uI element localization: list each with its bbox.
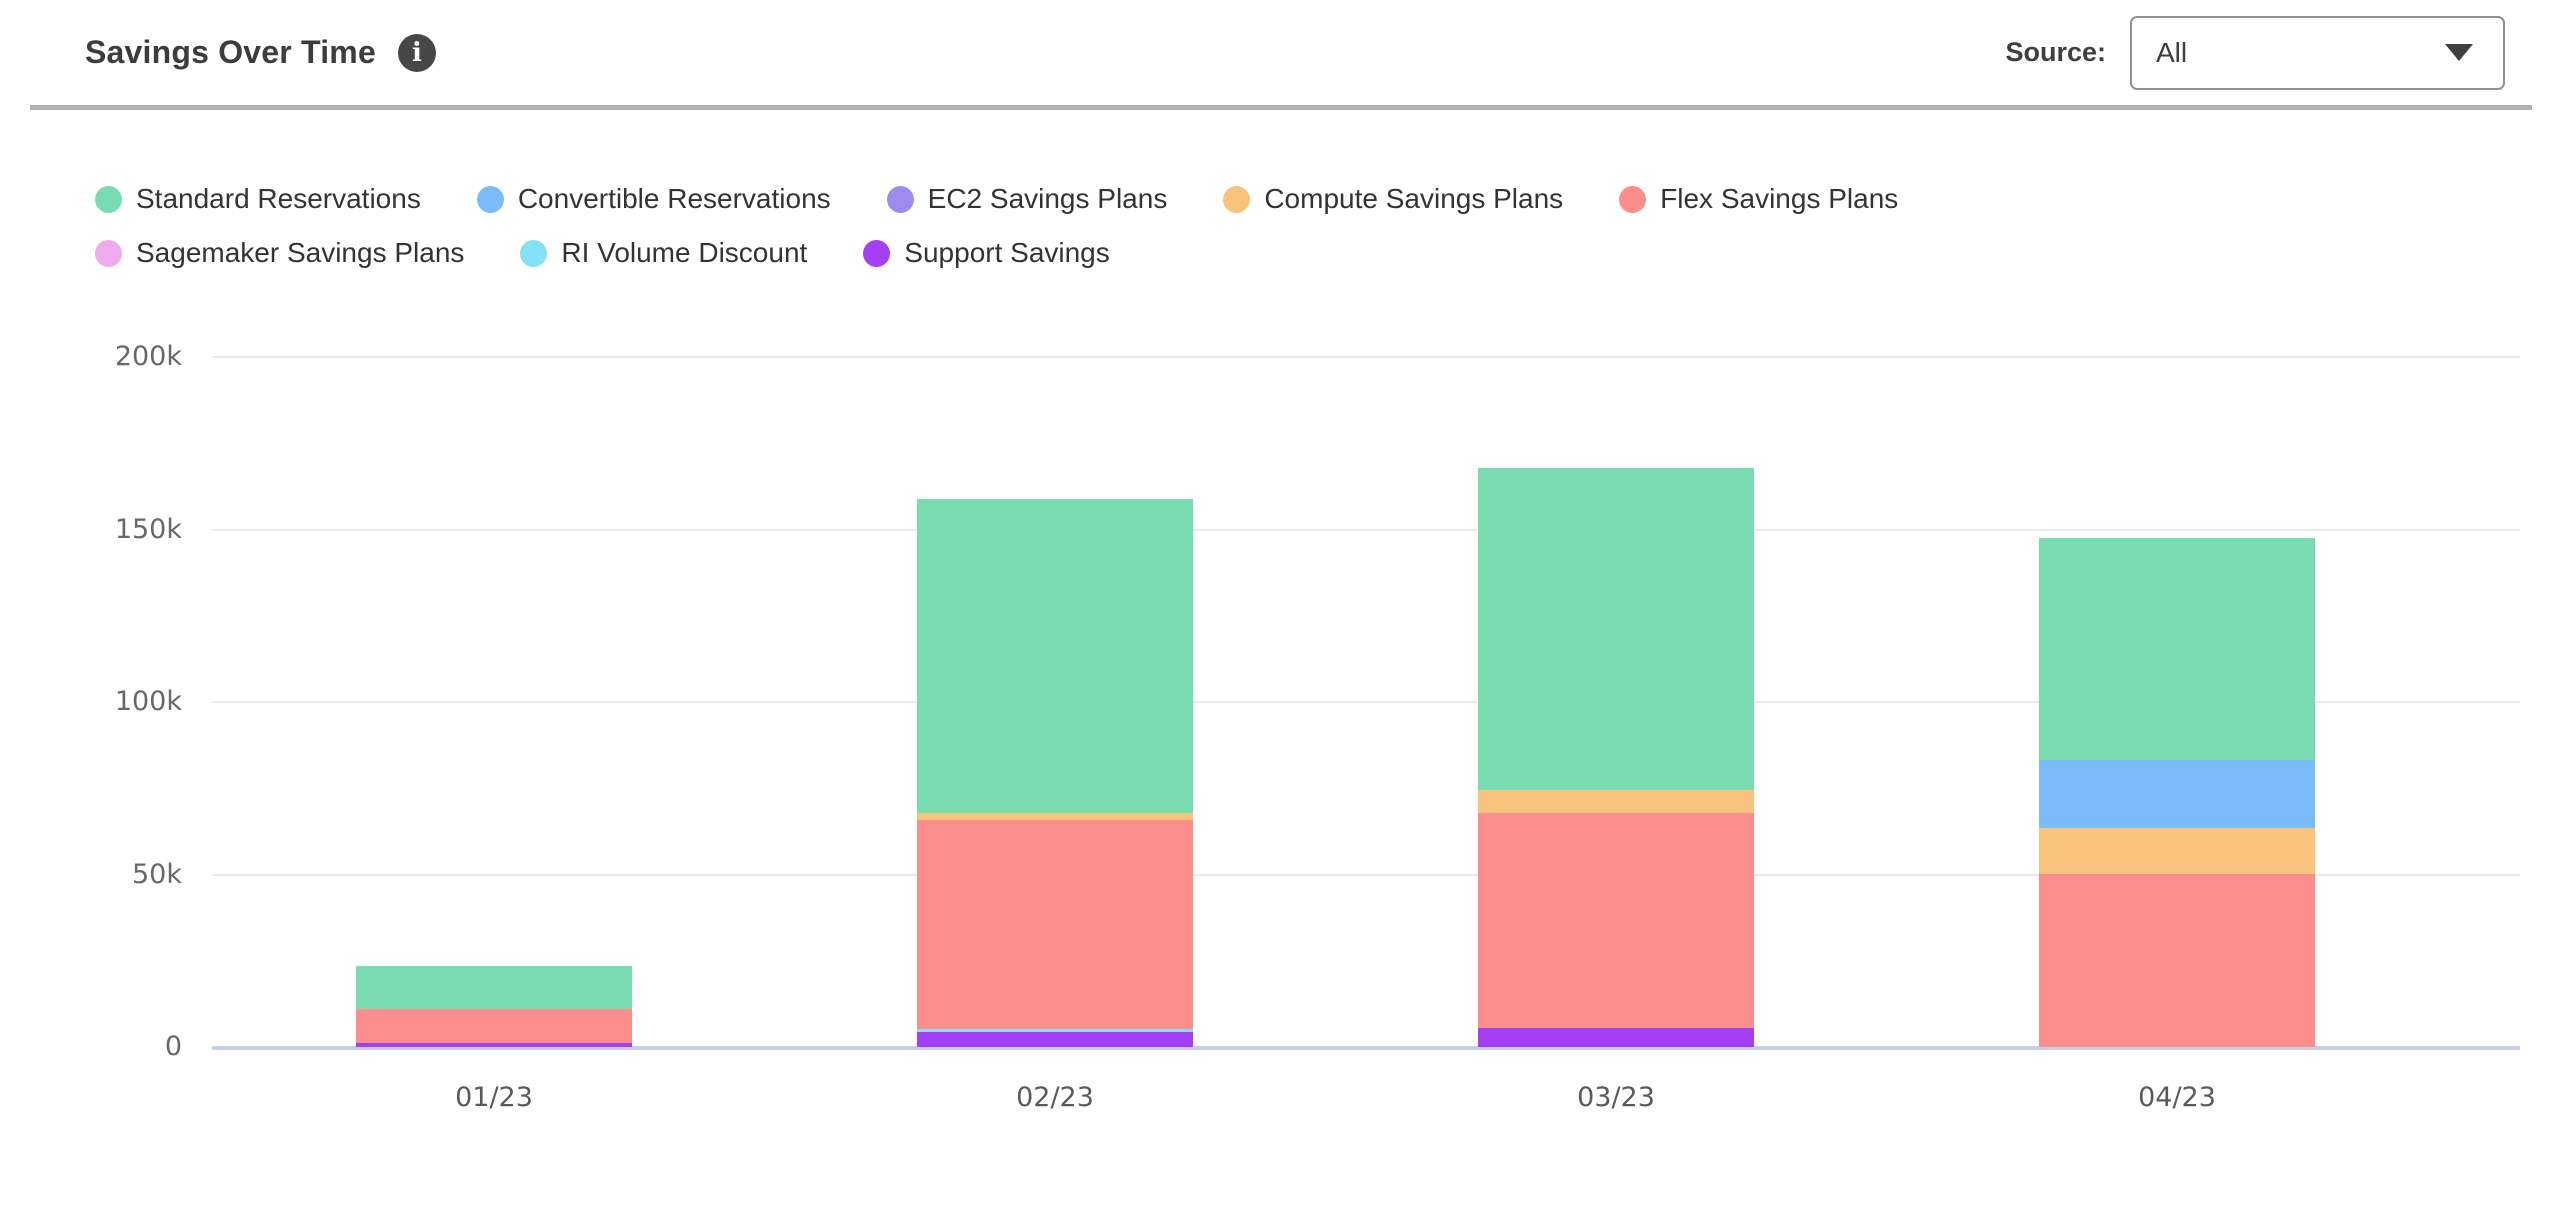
bar-02-23-segment-ri-volume-discount[interactable] [917,1029,1193,1033]
y-tick-0: 0 [164,1031,182,1062]
legend-item-sagemaker-savings-plans[interactable]: Sagemaker Savings Plans [95,237,464,269]
legend-dot-sagemaker-savings-plans [95,239,122,267]
legend-item-flex-savings-plans[interactable]: Flex Savings Plans [1619,183,1898,215]
bar-01-23-segment-flex-savings-plans[interactable] [356,1008,632,1043]
legend-label-standard-reservations: Standard Reservations [136,183,421,214]
x-tick-01-23: 01/23 [455,1082,533,1113]
bar-01-23-segment-standard-reservations[interactable] [356,965,632,1009]
legend-row-1: Standard Reservations Convertible Reserva… [95,172,1954,226]
legend-dot-convertible-reservations [476,185,504,213]
legend-item-convertible-reservations[interactable]: Convertible Reservations [476,183,831,215]
legend-label-convertible-reservations: Convertible Reservations [517,183,831,214]
gridline-200k [212,356,2520,358]
chart-legend: Standard Reservations Convertible Reserva… [95,172,1954,280]
bar-04-23-segment-standard-reservations[interactable] [2039,537,2315,760]
info-icon[interactable]: i [397,33,436,72]
legend-item-ri-volume-discount[interactable]: RI Volume Discount [520,237,807,269]
info-icon-glyph: i [412,37,422,68]
gridline-150k [212,528,2520,531]
panel-header: Savings Over Time i Source: All [30,0,2532,110]
legend-dot-ri-volume-discount [520,239,548,267]
legend-label-ri-volume-discount: RI Volume Discount [561,237,808,268]
bar-03-23-segment-support-savings[interactable] [1478,1028,1754,1047]
legend-item-compute-savings-plans[interactable]: Compute Savings Plans [1223,183,1563,215]
page-title: Savings Over Time [85,34,376,70]
x-tick-04-23: 04/23 [2138,1082,2216,1113]
y-tick-150k: 150k [114,513,182,545]
legend-label-compute-savings-plans: Compute Savings Plans [1264,183,1564,214]
bar-03-23-segment-flex-savings-plans[interactable] [1478,813,1754,1029]
legend-label-ec2-savings-plans: EC2 Savings Plans [927,183,1168,214]
y-tick-50k: 50k [132,858,182,890]
legend-item-ec2-savings-plans[interactable]: EC2 Savings Plans [886,183,1168,215]
bar-03-23-segment-standard-reservations[interactable] [1478,467,1754,791]
chevron-down-icon [2445,44,2473,61]
legend-label-sagemaker-savings-plans: Sagemaker Savings Plans [136,237,465,268]
bar-01-23-segment-support-savings[interactable] [356,1042,632,1047]
legend-dot-standard-reservations [95,185,122,213]
legend-label-flex-savings-plans: Flex Savings Plans [1660,183,1899,214]
y-tick-200k: 200k [114,341,182,372]
source-label: Source: [2005,37,2106,67]
bar-03-23-segment-compute-savings-plans[interactable] [1478,790,1754,814]
bar-04-23-segment-flex-savings-plans[interactable] [2039,874,2315,1047]
legend-item-standard-reservations[interactable]: Standard Reservations [95,183,421,215]
legend-dot-ec2-savings-plans [886,185,914,213]
y-tick-100k: 100k [114,686,182,717]
source-wrap: Source: All [2005,15,2505,90]
x-tick-02-23: 02/23 [1016,1082,1094,1113]
legend-dot-support-savings [863,239,891,267]
source-select[interactable]: All [2130,15,2505,90]
legend-dot-flex-savings-plans [1619,185,1647,213]
title-wrap: Savings Over Time i [85,33,436,72]
bar-04-23-segment-compute-savings-plans[interactable] [2039,827,2315,875]
legend-row-2: Sagemaker Savings Plans RI Volume Discoun… [95,226,1954,280]
legend-item-support-savings[interactable]: Support Savings [863,237,1110,269]
bar-02-23-segment-support-savings[interactable] [917,1032,1193,1047]
bar-02-23-segment-standard-reservations[interactable] [917,499,1193,814]
legend-label-support-savings: Support Savings [904,237,1110,268]
bar-02-23-segment-flex-savings-plans[interactable] [917,820,1193,1030]
bar-02-23-segment-compute-savings-plans[interactable] [917,813,1193,821]
bar-04-23-segment-convertible-reservations[interactable] [2039,759,2315,828]
legend-dot-compute-savings-plans [1223,185,1251,213]
source-select-value: All [2156,36,2188,68]
x-tick-03-23: 03/23 [1577,1082,1655,1113]
